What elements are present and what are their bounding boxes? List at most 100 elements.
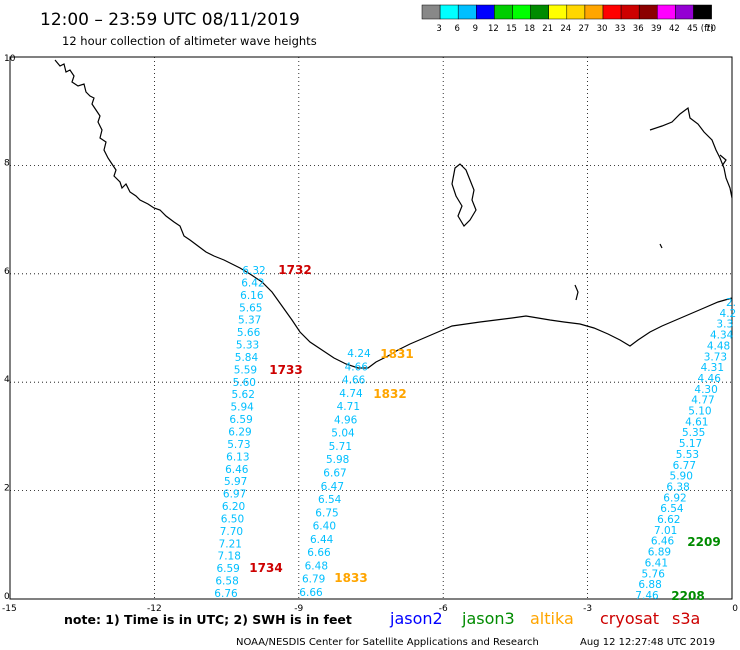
- color-scale-swatch: [457, 4, 477, 20]
- wave-height-label: 5.35: [682, 427, 705, 439]
- east-coastline: [649, 106, 733, 199]
- pass-time-label: 1832: [373, 387, 406, 401]
- y-tick-label: 8: [4, 158, 10, 168]
- track-cryosat: 6.326.426.165.655.375.665.335.845.595.60…: [214, 263, 311, 600]
- wave-height-label: 6.66: [307, 547, 331, 559]
- wave-height-label: 6.75: [315, 507, 338, 519]
- wave-height-label: 6.44: [310, 534, 334, 546]
- wave-height-label: 4.96: [334, 414, 358, 426]
- pass-time-label: 1732: [278, 263, 311, 277]
- color-scale-swatch: [675, 4, 694, 20]
- y-tick-label: 2: [4, 484, 10, 494]
- y-tick-label: 0: [4, 592, 10, 602]
- wave-height-label: 5.37: [238, 315, 261, 327]
- wave-height-label: 4.66: [345, 361, 369, 373]
- color-scale-swatch: [584, 4, 604, 20]
- wave-height-label: 3.3: [716, 319, 733, 331]
- wave-height-label: 4.61: [685, 416, 708, 428]
- color-scale-label: 70: [705, 24, 716, 34]
- track-altika: 4.244.664.664.744.714.965.045.715.986.67…: [299, 347, 413, 599]
- generated-timestamp: Aug 12 12:27:48 UTC 2019: [580, 637, 715, 648]
- color-scale-swatch: [530, 4, 549, 20]
- satellite-legend-cryosat: cryosat: [600, 609, 659, 628]
- wave-height-label: 6.16: [240, 290, 264, 302]
- wave-height-label: 6.20: [222, 501, 245, 513]
- wave-height-label: 6.88: [638, 579, 661, 591]
- y-tick-label: 4: [4, 375, 10, 385]
- color-scale-swatch: [638, 4, 658, 20]
- x-tick-label: -12: [147, 604, 162, 614]
- wave-height-label: 5.04: [331, 428, 355, 440]
- wave-height-label: 5.73: [227, 439, 250, 451]
- wave-height-label: 6.32: [242, 265, 265, 277]
- color-scale-label: 9: [473, 24, 478, 34]
- x-tick-label: -15: [2, 604, 17, 614]
- color-scale-label: 24: [560, 24, 571, 34]
- color-scale-label: 12: [488, 24, 499, 34]
- wave-height-label: 5.33: [236, 340, 259, 352]
- wave-height-label: 5.90: [670, 471, 693, 483]
- color-scale-swatch: [421, 4, 441, 20]
- map-title: 12:00 – 23:59 UTC 08/11/2019: [40, 10, 300, 30]
- wave-height-label: 5.65: [239, 302, 262, 314]
- longitude-tick-labels: -15 -12 -9 -6 -3 0: [2, 604, 738, 614]
- wave-height-label: 7.70: [220, 526, 243, 538]
- color-scale-swatch: [548, 4, 568, 20]
- color-scale-swatch: [602, 4, 622, 20]
- wave-height-label: 5.94: [230, 402, 254, 414]
- map-subtitle: 12 hour collection of altimeter wave hei…: [62, 34, 317, 48]
- wave-height-label: 6.89: [648, 547, 671, 559]
- wave-height-label: 6.59: [229, 414, 252, 426]
- color-scale-label: 39: [651, 24, 662, 34]
- wave-height-label: 6.59: [216, 563, 239, 575]
- wave-height-label: 5.59: [234, 364, 257, 376]
- wave-height-label: 5.66: [237, 327, 261, 339]
- color-scale-label: 45: [687, 24, 698, 34]
- wave-height-label: 6.46: [651, 536, 675, 548]
- wave-height-label: 2.: [726, 297, 736, 309]
- west-africa-coastline: [54, 59, 733, 369]
- wave-height-label: 4.66: [342, 375, 366, 387]
- wave-height-label: 4.74: [339, 388, 363, 400]
- wave-height-label: 5.17: [679, 438, 702, 450]
- wave-height-label: 6.54: [660, 503, 684, 515]
- x-tick-label: -6: [439, 604, 448, 614]
- wave-height-label: 6.77: [673, 460, 696, 472]
- wave-height-label: 5.84: [235, 352, 259, 364]
- y-tick-label: 6: [4, 267, 10, 277]
- inland-water-2: [659, 243, 663, 249]
- wave-height-label: 6.50: [221, 513, 244, 525]
- credit-text: NOAA/NESDIS Center for Satellite Applica…: [236, 637, 539, 648]
- color-scale-label: 36: [633, 24, 644, 34]
- inland-water-1: [574, 284, 579, 301]
- color-scale-label: 27: [578, 24, 589, 34]
- wave-height-label: 4.71: [337, 401, 360, 413]
- color-scale-label: 3: [436, 24, 441, 34]
- wave-height-label: 4.30: [694, 384, 717, 396]
- color-scale-swatch: [512, 4, 531, 20]
- wave-height-label: 3.73: [704, 351, 727, 363]
- pass-time-label: 2208: [671, 589, 704, 603]
- wave-height-label: 6.76: [214, 588, 238, 600]
- pass-time-label: 1734: [249, 561, 282, 575]
- wave-height-label: 7.18: [218, 551, 241, 563]
- color-scale-swatch: [620, 4, 640, 20]
- pass-time-label: 1831: [380, 347, 413, 361]
- lat-lon-grid: [10, 57, 732, 599]
- wave-height-label: 4.34: [710, 330, 734, 342]
- wave-height-label: 6.48: [305, 560, 328, 572]
- wave-height-label: 6.79: [302, 574, 325, 586]
- satellite-legend-jason3: jason3: [461, 609, 515, 628]
- color-scale-swatch: [566, 4, 586, 20]
- color-scale-unit: (ft): [701, 24, 714, 34]
- wave-height-label: 7.01: [654, 525, 677, 537]
- wave-height-label: 6.47: [321, 481, 344, 493]
- wave-height-label: 6.41: [645, 557, 668, 569]
- wave-height-label: 6.29: [228, 427, 251, 439]
- satellite-legend-s3a: s3a: [672, 609, 700, 628]
- wave-height-label: 5.62: [232, 389, 255, 401]
- x-tick-label: -9: [294, 604, 303, 614]
- pass-time-label: 1733: [269, 363, 302, 377]
- wave-height-label: 6.67: [323, 468, 346, 480]
